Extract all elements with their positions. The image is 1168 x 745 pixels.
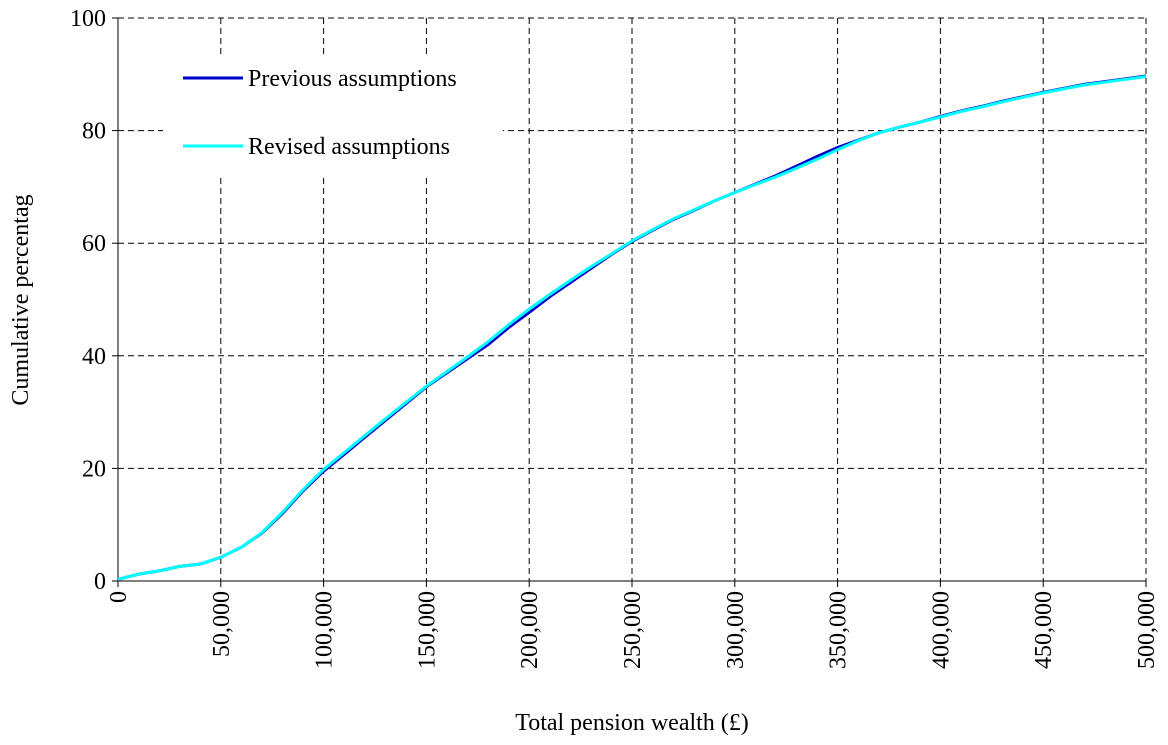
y-tick-label: 20	[82, 456, 106, 482]
x-tick-label: 400,000	[928, 591, 954, 669]
legend-label: Previous assumptions	[248, 66, 457, 92]
x-tick-label: 100,000	[312, 591, 338, 669]
y-tick-label: 60	[82, 231, 106, 257]
x-tick-label: 350,000	[826, 591, 852, 669]
x-axis-label: Total pension wealth (£)	[515, 710, 749, 736]
x-tick-label: 500,000	[1134, 591, 1160, 669]
legend-label: Revised assumptions	[248, 134, 450, 160]
x-tick-label: 300,000	[723, 591, 749, 669]
y-tick-label: 100	[70, 6, 106, 32]
x-tick-label: 450,000	[1031, 591, 1057, 669]
x-tick-label: 200,000	[517, 591, 543, 669]
x-tick-label: 150,000	[414, 591, 440, 669]
y-tick-label: 40	[82, 344, 106, 370]
y-tick-label: 80	[82, 119, 106, 145]
y-tick-label: 0	[94, 569, 106, 595]
data-line	[117, 75, 1147, 581]
y-axis-label: Cumulative percentag	[8, 194, 34, 405]
x-tick-label: 250,000	[620, 591, 646, 669]
x-tick-label: 0	[106, 591, 132, 603]
x-tick-label: 50,000	[209, 591, 235, 657]
legend-box	[163, 55, 503, 175]
